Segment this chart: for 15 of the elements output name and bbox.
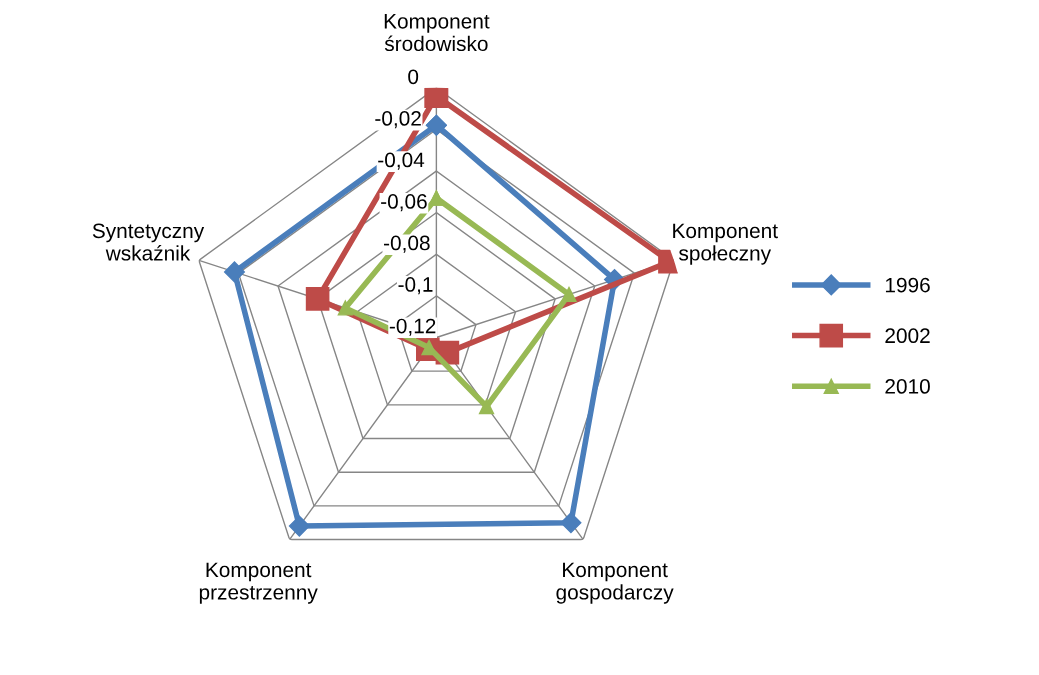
y-tick-label: -0,04	[378, 152, 425, 170]
spoke-label: Syntetyczny wskaźnik	[92, 223, 205, 261]
y-tick-label: -0,1	[398, 277, 433, 295]
spoke-label: Komponent społeczny	[673, 223, 778, 265]
y-tick-label: -0,08	[384, 235, 430, 253]
y-tick-label: -0,02	[375, 111, 421, 129]
spoke-label: Komponent gospodarczy	[556, 562, 674, 604]
legend-label: 1996	[885, 277, 930, 293]
y-tick-label: -0,12	[389, 318, 436, 336]
legend-label: 2002	[885, 328, 930, 344]
spoke-label: Komponent środowisko	[384, 14, 490, 52]
legend-label: 2010	[885, 379, 930, 394]
y-tick-label: -0,06	[381, 194, 427, 212]
y-tick-label: 0	[408, 69, 419, 85]
spoke-label: Komponent przestrzenny	[199, 562, 318, 604]
